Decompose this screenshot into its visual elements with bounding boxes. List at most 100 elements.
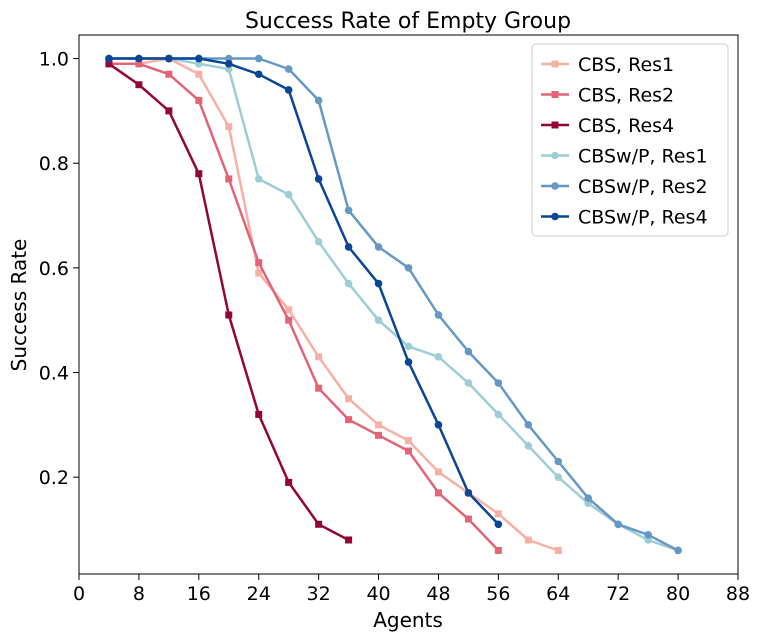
data-point	[135, 54, 143, 63]
data-point	[254, 175, 263, 183]
data-point	[225, 311, 233, 319]
data-point	[195, 59, 203, 68]
data-point	[315, 520, 323, 528]
data-point	[405, 437, 412, 445]
series-line	[107, 62, 350, 542]
data-point	[315, 353, 323, 361]
data-point	[584, 499, 593, 508]
y-axis-label: Success Rate	[7, 239, 31, 372]
y-tick-label: 0.6	[39, 258, 69, 280]
x-tick-label: 80	[666, 583, 690, 605]
legend: CBS, Res1 CBS, Res2 CBS, Res4 CBSw/P, Res1 C…	[531, 43, 729, 237]
data-point	[375, 421, 383, 429]
data-point	[404, 358, 413, 366]
data-point	[374, 243, 383, 251]
data-point	[285, 306, 293, 314]
legend-item: CBS, Res1	[541, 54, 674, 76]
data-point	[374, 316, 383, 324]
legend-label: CBS, Res1	[578, 54, 674, 76]
legend-item: CBS, Res4	[541, 115, 674, 137]
legend-item: CBSw/P, Res4	[541, 207, 708, 229]
data-point	[434, 468, 442, 476]
data-point	[314, 175, 323, 183]
data-point	[464, 379, 473, 387]
x-axis-ticks: 0 8 16 24 32 40 48 56 64 72 80 88	[73, 574, 750, 605]
y-tick-label: 0.2	[39, 467, 69, 489]
data-point	[255, 410, 263, 418]
data-point	[105, 54, 113, 63]
data-point	[494, 410, 503, 419]
data-point	[344, 243, 353, 251]
x-tick-label: 40	[366, 583, 390, 605]
series-line	[107, 62, 500, 552]
legend-marker	[551, 212, 559, 221]
data-point	[554, 473, 563, 481]
data-point	[554, 457, 563, 466]
series-line	[107, 57, 680, 552]
legend-marker	[551, 151, 559, 160]
x-tick-label: 64	[546, 583, 570, 605]
x-tick-label: 32	[307, 583, 331, 605]
data-point	[644, 530, 652, 539]
series-3	[105, 60, 353, 544]
data-point	[314, 96, 323, 105]
data-point	[554, 546, 562, 554]
legend-label: CBSw/P, Res2	[578, 176, 708, 198]
legend-label: CBS, Res2	[578, 85, 674, 107]
series-6	[105, 54, 503, 529]
data-point	[105, 60, 113, 68]
data-point	[195, 170, 203, 178]
legend-box	[531, 43, 729, 237]
data-point	[584, 494, 593, 502]
legend-marker	[551, 91, 559, 98]
data-point	[255, 259, 263, 267]
series-2	[105, 60, 502, 554]
data-point	[135, 60, 143, 68]
data-point	[374, 279, 383, 288]
data-point	[494, 546, 502, 554]
data-point	[344, 279, 353, 288]
data-point	[255, 269, 263, 277]
data-point	[345, 395, 353, 403]
x-tick-label: 24	[247, 583, 271, 605]
data-point	[195, 54, 203, 63]
legend-item: CBS, Res2	[541, 85, 674, 107]
data-point	[375, 431, 383, 439]
legend-label: CBS, Res4	[578, 115, 674, 137]
y-axis-ticks: 0.2 0.4 0.6 0.8 1.0	[39, 49, 79, 489]
data-point	[315, 384, 323, 392]
y-tick-label: 1.0	[39, 49, 69, 71]
data-point	[434, 311, 443, 319]
data-point	[284, 65, 293, 73]
data-point	[434, 353, 443, 361]
data-point	[494, 510, 502, 518]
data-point	[285, 316, 293, 324]
data-point	[434, 421, 443, 429]
legend-label: CBSw/P, Res4	[578, 207, 708, 229]
x-tick-label: 8	[133, 583, 145, 605]
data-point	[254, 54, 263, 63]
chart-title: Success Rate of Empty Group	[245, 9, 571, 34]
data-point	[224, 59, 233, 68]
data-point	[464, 489, 473, 497]
x-tick-label: 88	[726, 583, 750, 605]
y-tick-label: 0.4	[39, 363, 69, 385]
series-1	[105, 55, 562, 554]
data-point	[195, 70, 203, 78]
x-tick-label: 0	[73, 583, 85, 605]
x-tick-label: 16	[187, 583, 211, 605]
data-point	[284, 190, 293, 199]
legend-item: CBSw/P, Res1	[541, 146, 708, 168]
data-point	[405, 447, 412, 455]
legend-marker	[551, 182, 559, 190]
data-point	[524, 421, 533, 429]
data-point	[404, 342, 413, 351]
legend-marker	[551, 60, 559, 68]
data-point	[224, 65, 233, 73]
data-point	[614, 520, 622, 529]
x-axis-label: Agents	[373, 608, 443, 632]
data-point	[524, 441, 533, 450]
data-point	[224, 54, 233, 63]
data-point	[285, 478, 293, 486]
